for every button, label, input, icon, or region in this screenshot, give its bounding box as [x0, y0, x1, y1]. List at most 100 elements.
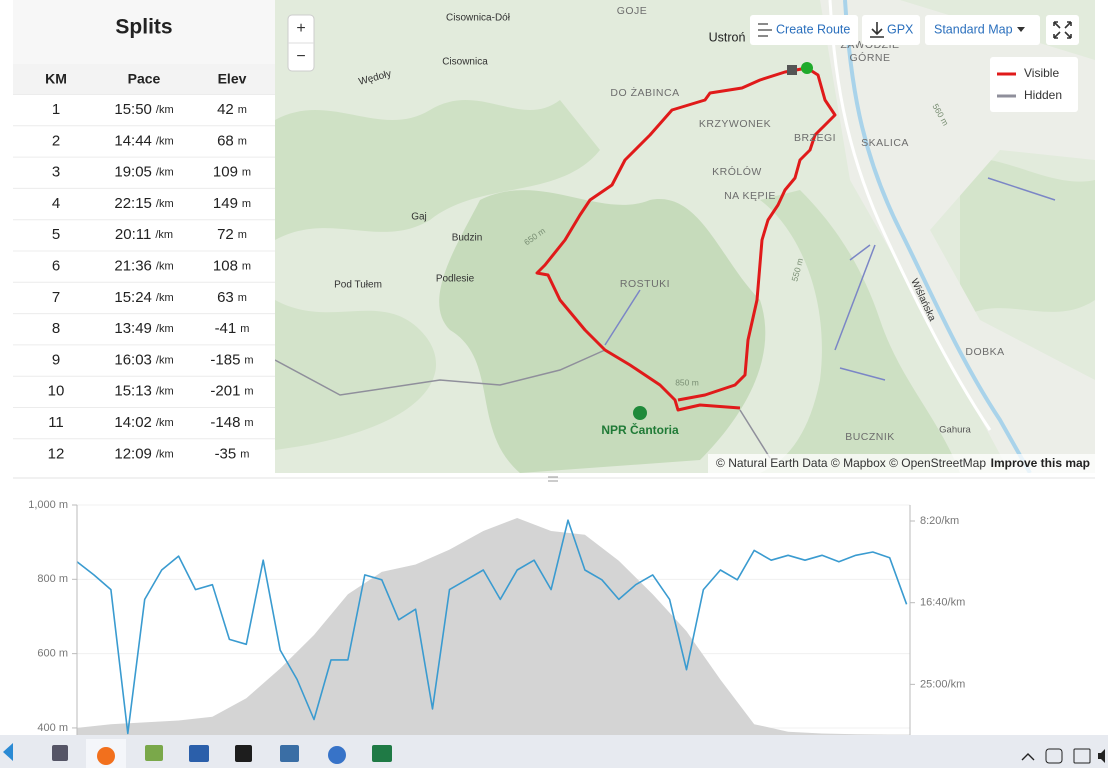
map-label: BUCZNIK	[845, 431, 895, 443]
map-label: NA KĘPIE	[724, 190, 776, 202]
elev-unit: m	[244, 386, 253, 398]
vscode-icon[interactable]	[3, 743, 13, 761]
pace-value: 15:13	[114, 383, 152, 400]
elev-value: -201	[210, 383, 240, 400]
elev-value: 149	[213, 195, 238, 212]
map-style-button[interactable]	[925, 15, 1040, 45]
pace: 19:05/km	[114, 164, 173, 181]
gpx[interactable]: GPX	[887, 22, 914, 36]
km: 3	[52, 164, 60, 181]
elev-unit: m	[238, 229, 247, 241]
elevation: 108 m	[213, 257, 251, 274]
pace-value: 12:09	[114, 445, 152, 462]
improve-map-link[interactable]: Improve this map	[991, 456, 1090, 470]
km: 11	[48, 414, 64, 431]
elevation: 149 m	[213, 195, 251, 212]
pace-unit: /km	[156, 417, 174, 429]
map-label: GOJE	[617, 5, 648, 17]
tray-icon[interactable]	[1073, 748, 1091, 764]
km: 2	[52, 132, 60, 149]
column-header: KM	[45, 71, 67, 87]
elevation-pace-chart: 1,000 m 800 m 600 m 400 m 8:20/km 16:40/km 25:…	[28, 499, 965, 735]
road	[828, 0, 992, 431]
pace: 12:09/km	[114, 445, 173, 462]
pace-line	[76, 519, 908, 735]
tray-icon[interactable]	[1045, 748, 1063, 764]
elev-value: 42	[217, 101, 234, 118]
y-tick-label: 600 m	[37, 648, 68, 660]
map-label: Cisownica	[442, 57, 488, 68]
legend-label[interactable]: Visible	[1024, 66, 1059, 80]
tray-chevron[interactable]	[1021, 753, 1035, 761]
zoom-in[interactable]: +	[296, 20, 305, 37]
legend-label[interactable]: Hidden	[1024, 88, 1062, 102]
excel-icon[interactable]	[372, 745, 392, 762]
attribution-bg	[708, 454, 1095, 473]
create-route-button[interactable]	[750, 15, 858, 45]
zoom-out[interactable]: −	[296, 48, 305, 65]
pace-unit: /km	[156, 260, 174, 272]
map-label: GÓRNE	[849, 51, 890, 64]
elev-value: 68	[217, 132, 234, 149]
firefox-icon[interactable]	[97, 747, 115, 765]
elevation: -148 m	[210, 414, 253, 431]
elev-unit: m	[238, 292, 247, 304]
elevation: 109 m	[213, 164, 251, 181]
pace: 22:15/km	[114, 195, 173, 212]
elevation: 68 m	[217, 132, 247, 149]
forest	[275, 100, 600, 240]
pycharm-icon[interactable]	[235, 745, 252, 762]
app-icon[interactable]	[328, 746, 346, 764]
elev-unit: m	[238, 104, 247, 116]
km: 4	[52, 195, 60, 212]
header-bg	[13, 64, 275, 95]
y-tick-label: 800 m	[37, 573, 68, 585]
km: 12	[48, 445, 65, 462]
map-label: DO ŻABINCA	[610, 86, 679, 99]
pace-value: 15:24	[114, 289, 152, 306]
forest	[275, 300, 437, 450]
attribution: © Natural Earth Data © Mapbox © OpenStre…	[716, 456, 986, 470]
pace: 14:44/km	[114, 132, 173, 149]
km: 7	[52, 289, 60, 306]
pace: 21:36/km	[114, 257, 173, 274]
elevation: -35 m	[215, 445, 250, 462]
elev-unit: m	[242, 198, 251, 210]
app-icon[interactable]	[52, 745, 68, 761]
fullscreen-button[interactable]	[1046, 15, 1079, 45]
map[interactable]: Cisownica-Dół GOJE Ustroń ZAWODZIE GÓRNE…	[275, 0, 1095, 473]
map-label: KRÓLÓW	[712, 165, 762, 178]
route	[535, 66, 808, 412]
pace: 20:11/km	[115, 226, 173, 243]
start-marker	[801, 62, 813, 74]
map-style[interactable]: Standard Map	[934, 22, 1013, 36]
pace-unit: /km	[156, 323, 174, 335]
map-label: Pod Tułem	[334, 280, 382, 291]
column-header: Pace	[128, 71, 161, 87]
volume-icon[interactable]	[1098, 749, 1105, 763]
resize-grip[interactable]	[548, 476, 558, 482]
app-icon[interactable]	[145, 745, 163, 761]
elev-unit: m	[240, 323, 249, 335]
taskbar-bg	[0, 735, 1108, 768]
km: 8	[52, 320, 60, 337]
pace-value: 20:11	[115, 226, 151, 243]
elev-unit: m	[240, 448, 249, 460]
elev-value: -148	[210, 414, 240, 431]
app-icon[interactable]	[280, 745, 299, 762]
map-label: SKALICA	[861, 137, 909, 149]
word-icon[interactable]	[189, 745, 209, 762]
map-label: Ustroń	[709, 30, 746, 44]
elev-value: -35	[215, 445, 237, 462]
title-bg	[13, 0, 275, 64]
map-label: ROSTUKI	[620, 278, 670, 290]
create-route[interactable]: Create Route	[776, 22, 850, 36]
pace-value: 21:36	[114, 257, 152, 274]
y-tick-label: 1,000 m	[28, 499, 68, 511]
forest	[960, 158, 1095, 320]
split-rows: 1 15:50/km 42 m2 14:44/km 68 m3 19:05/km 109 m4 22…	[13, 94, 275, 462]
elevation: -201 m	[210, 383, 253, 400]
valley	[820, 0, 1095, 473]
hidden-route	[275, 349, 606, 396]
